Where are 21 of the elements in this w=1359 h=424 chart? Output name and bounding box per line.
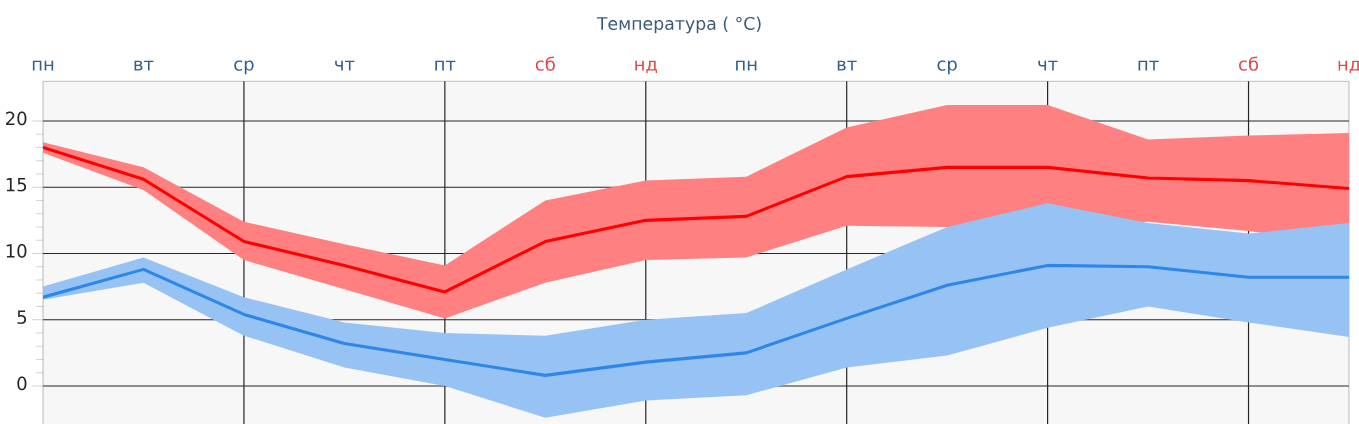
x-tick-label: сб bbox=[535, 56, 555, 71]
y-tick-label: 15 bbox=[6, 178, 27, 192]
x-tick-label: ср bbox=[234, 60, 254, 75]
x-tick-label: пн bbox=[736, 60, 757, 71]
line-series bbox=[43, 263, 1349, 377]
x-tick-label: сб bbox=[1239, 56, 1259, 71]
x-tick-label: нд bbox=[635, 60, 657, 74]
x-tick-label: ср bbox=[937, 60, 957, 75]
line-series bbox=[43, 145, 1349, 294]
x-tick-label: чт bbox=[335, 60, 355, 71]
y-tick-label: 5 bbox=[17, 310, 27, 324]
y-tick-label: 10 bbox=[6, 244, 27, 258]
chart-title: Температура ( °C) bbox=[596, 16, 761, 34]
x-tick-label: пт bbox=[1138, 60, 1159, 71]
x-tick-label: чт bbox=[1038, 60, 1058, 71]
x-tick-label: пн bbox=[32, 60, 54, 71]
x-tick-label: вт bbox=[837, 60, 857, 71]
x-tick-label: вт bbox=[134, 60, 154, 71]
y-tick-label: 20 bbox=[6, 111, 27, 126]
y-tick-label: 0 bbox=[17, 376, 27, 391]
x-tick-label: пт bbox=[435, 60, 456, 71]
